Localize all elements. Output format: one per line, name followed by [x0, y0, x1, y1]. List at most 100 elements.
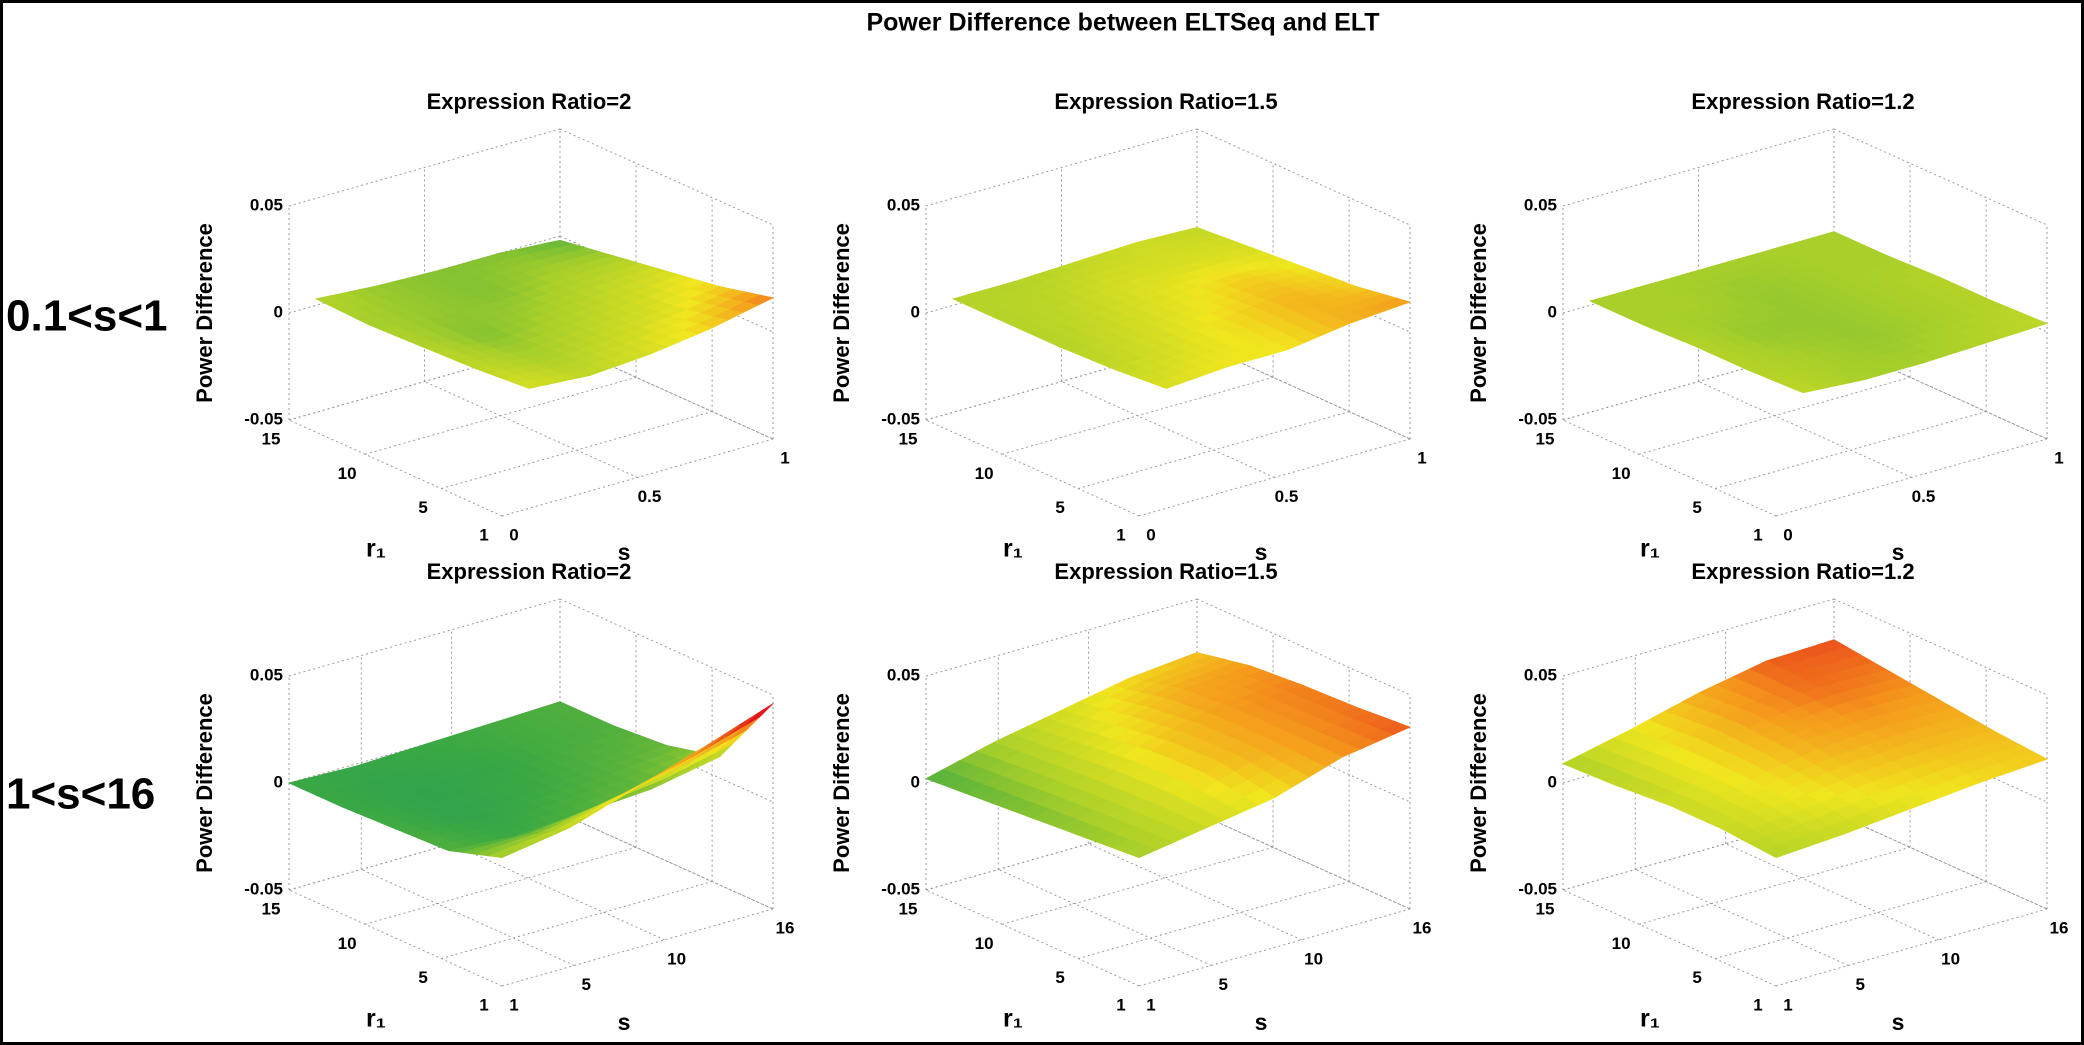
subplot: Expression Ratio=2151016151015-0.0500.05… [192, 559, 795, 1035]
grid-line [1138, 908, 1411, 987]
grid-line [925, 128, 1198, 207]
y-axis-label: r₁ [366, 535, 386, 563]
subplot-title: Expression Ratio=1.5 [1054, 89, 1277, 114]
grid-line [1078, 881, 1350, 960]
grid-line [1196, 812, 1411, 910]
grid-line [1562, 812, 1835, 891]
grid-line [288, 419, 503, 517]
grid-line [364, 376, 637, 455]
surface-patch [514, 379, 546, 389]
grid-line [925, 598, 1198, 677]
row-label: 0.1<s<1 [6, 292, 168, 341]
subplot: Expression Ratio=1.500.51151015-0.0500.0… [829, 89, 1427, 565]
grid-line [1061, 381, 1275, 478]
grid-line [1638, 846, 1911, 925]
grid-line [1562, 128, 1835, 207]
grid-line [1001, 376, 1274, 455]
z-tick-label: 0 [274, 772, 283, 791]
x-tick-label: 1 [1783, 995, 1792, 1014]
x-axis-label: s [1255, 539, 1268, 565]
x-tick-label: 1 [1417, 448, 1426, 467]
grid-line [1196, 598, 1411, 696]
grid-line [559, 128, 774, 226]
y-tick-label: 10 [975, 464, 994, 483]
z-tick-label: -0.05 [244, 409, 283, 428]
grid-line [1562, 419, 1777, 517]
subplot-title: Expression Ratio=2 [427, 559, 632, 584]
z-tick-label: -0.05 [1518, 879, 1557, 898]
y-axis-label: r₁ [1640, 535, 1660, 563]
z-tick-label: 0.05 [250, 665, 283, 684]
grid-line [998, 869, 1212, 966]
grid-line [361, 869, 575, 966]
figure-title: Power Difference between ELTSeq and ELT [866, 9, 1379, 37]
y-tick-label: 5 [1692, 968, 1701, 987]
grid-line [1001, 846, 1274, 925]
y-tick-label: 15 [262, 429, 281, 448]
z-axis-label: Power Difference [1466, 693, 1491, 873]
x-tick-label: 10 [1304, 949, 1323, 968]
y-tick-label: 15 [899, 429, 918, 448]
y-tick-label: 10 [1612, 464, 1631, 483]
y-tick-label: 5 [1055, 498, 1064, 517]
grid-line [1562, 889, 1777, 987]
y-axis-label: r₁ [366, 1005, 386, 1033]
grid-line [1196, 342, 1411, 440]
z-tick-label: 0.05 [1524, 665, 1557, 684]
y-axis-label: r₁ [1003, 535, 1023, 563]
surface-patch [1788, 383, 1820, 394]
x-tick-label: 1 [1146, 995, 1155, 1014]
grid-line [288, 128, 561, 207]
grid-line [1833, 128, 2048, 226]
x-axis-label: s [1892, 539, 1905, 565]
z-tick-label: 0.05 [887, 195, 920, 214]
grid-line [424, 381, 638, 478]
surface-patch [1124, 844, 1157, 859]
grid-line [559, 342, 774, 440]
x-tick-label: 1 [509, 995, 518, 1014]
grid-line [501, 908, 774, 987]
grid-line [1078, 411, 1350, 490]
y-tick-label: 10 [1612, 934, 1631, 953]
subplot: Expression Ratio=1.5151016151015-0.0500.… [829, 559, 1432, 1035]
surface-patch [488, 848, 520, 859]
grid-line [1725, 843, 1939, 941]
z-tick-label: 0 [1548, 772, 1557, 791]
grid-line [925, 342, 1198, 421]
subplot-title: Expression Ratio=2 [427, 89, 632, 114]
grid-line [1698, 381, 1912, 478]
subplot-title: Expression Ratio=1.5 [1054, 559, 1277, 584]
grid-line [288, 342, 561, 421]
y-tick-label: 15 [262, 899, 281, 918]
x-tick-label: 5 [1856, 975, 1865, 994]
grid-line [1562, 598, 1835, 677]
grid-line [1775, 908, 2048, 987]
x-tick-label: 10 [667, 949, 686, 968]
y-tick-label: 15 [899, 899, 918, 918]
z-tick-label: 0.05 [250, 195, 283, 214]
grid-line [1833, 812, 2048, 910]
x-axis-label: s [1255, 1009, 1268, 1035]
grid-line [925, 889, 1140, 987]
z-tick-label: -0.05 [881, 409, 920, 428]
surface-patch [1761, 843, 1794, 859]
subplot-title: Expression Ratio=1.2 [1691, 559, 1914, 584]
grid-line [451, 843, 665, 941]
y-axis-label: r₁ [1003, 1005, 1023, 1033]
y-tick-label: 1 [1116, 995, 1125, 1014]
y-tick-label: 10 [338, 464, 357, 483]
x-tick-label: 0.5 [1912, 487, 1936, 506]
grid-line [1775, 438, 2048, 517]
grid-line [1715, 411, 1987, 490]
y-tick-label: 15 [1536, 429, 1555, 448]
x-axis-label: s [1892, 1009, 1905, 1035]
x-tick-label: 16 [2050, 918, 2069, 937]
grid-line [1196, 128, 1411, 226]
z-tick-label: -0.05 [1518, 409, 1557, 428]
row-label: 1<s<16 [6, 770, 155, 819]
x-axis-label: s [618, 539, 631, 565]
grid-line [1715, 881, 1987, 960]
y-tick-label: 5 [1055, 968, 1064, 987]
grid-line [1138, 438, 1411, 517]
